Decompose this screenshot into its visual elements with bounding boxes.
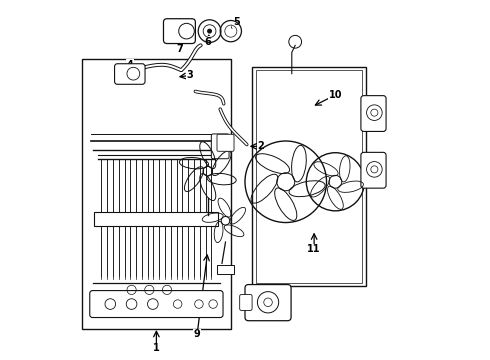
Circle shape xyxy=(208,30,211,33)
Text: 3: 3 xyxy=(187,71,194,80)
FancyBboxPatch shape xyxy=(115,64,145,84)
Text: 4: 4 xyxy=(126,60,133,70)
Bar xyxy=(252,67,366,286)
FancyBboxPatch shape xyxy=(361,96,386,131)
FancyBboxPatch shape xyxy=(90,291,223,318)
Text: 9: 9 xyxy=(194,329,200,339)
Text: 6: 6 xyxy=(204,37,211,47)
Bar xyxy=(82,59,231,329)
Text: 7: 7 xyxy=(176,44,183,54)
FancyBboxPatch shape xyxy=(245,284,291,321)
FancyBboxPatch shape xyxy=(240,294,252,310)
Bar xyxy=(256,70,362,283)
Text: 5: 5 xyxy=(233,17,240,27)
FancyBboxPatch shape xyxy=(217,134,234,151)
FancyBboxPatch shape xyxy=(164,19,196,44)
Text: 11: 11 xyxy=(307,244,321,254)
Text: 10: 10 xyxy=(329,90,342,100)
FancyBboxPatch shape xyxy=(211,134,229,159)
FancyBboxPatch shape xyxy=(361,152,386,188)
Text: 2: 2 xyxy=(258,141,264,151)
Bar xyxy=(95,212,219,226)
Text: 8: 8 xyxy=(275,304,282,314)
Bar xyxy=(217,265,234,274)
Text: 1: 1 xyxy=(153,343,160,354)
